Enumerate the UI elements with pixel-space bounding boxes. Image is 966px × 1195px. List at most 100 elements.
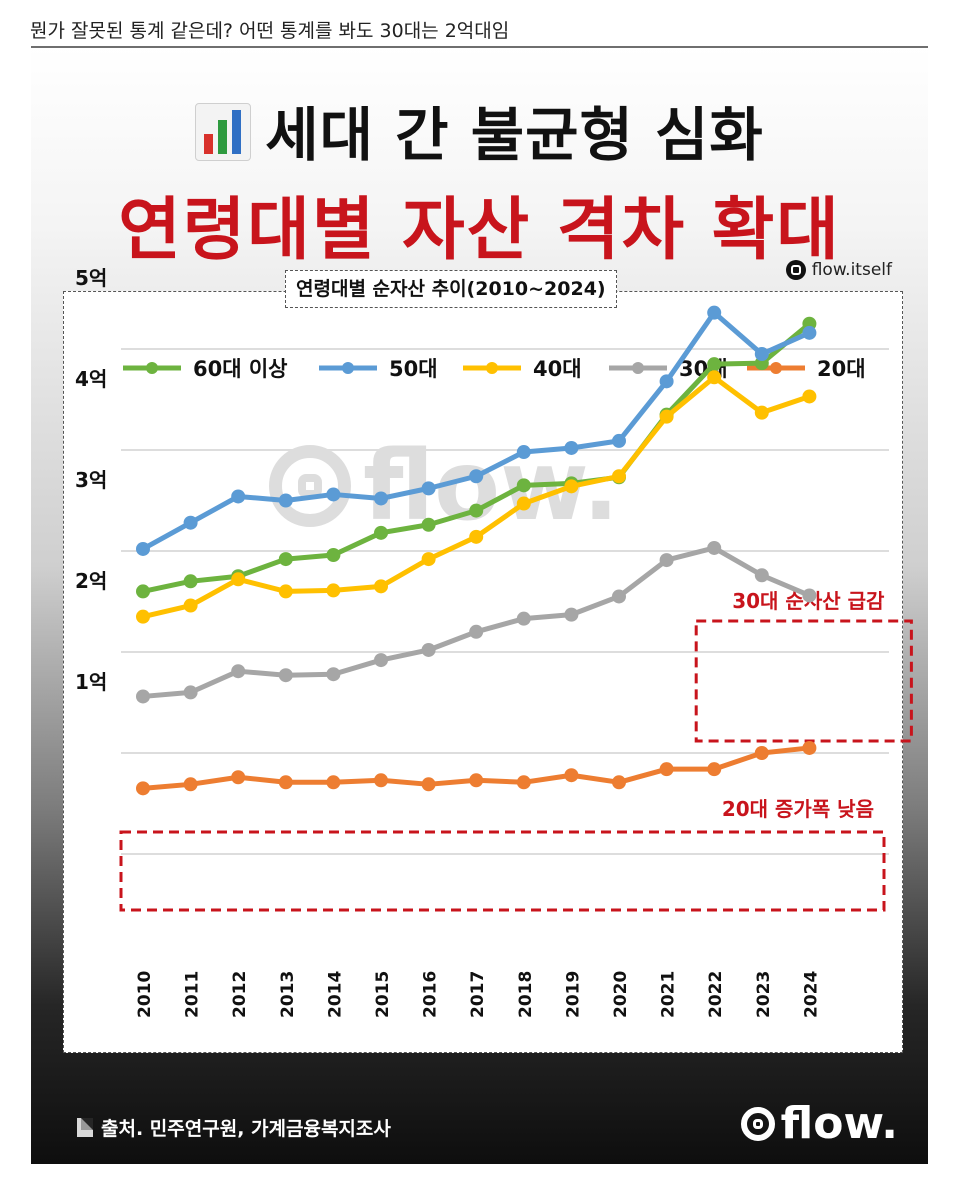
data-point [754, 746, 769, 760]
data-point [231, 664, 246, 679]
data-point [183, 515, 198, 530]
data-point [374, 491, 388, 506]
data-point [802, 389, 817, 404]
data-point [183, 685, 198, 700]
x-tick-label: 2021 [659, 971, 679, 1018]
data-point [754, 405, 769, 420]
legend-swatch-marker [486, 362, 498, 374]
data-point [231, 489, 246, 504]
x-tick-label: 2024 [801, 971, 821, 1018]
y-tick-label: 1억 [75, 670, 107, 694]
y-tick-label: 3억 [75, 468, 107, 492]
data-point [183, 598, 198, 613]
data-point [516, 775, 531, 790]
data-point [278, 668, 293, 683]
data-point [754, 568, 769, 583]
data-point [374, 773, 388, 788]
data-point [612, 433, 626, 448]
data-point [469, 469, 484, 484]
data-point [326, 667, 341, 682]
annotation-label-20s: 20대 증가폭 낮음 [722, 797, 874, 821]
y-tick-label: 4억 [75, 367, 107, 391]
brand-logo: flow. [740, 1098, 898, 1149]
data-point [516, 611, 531, 626]
data-point [326, 583, 341, 598]
data-point [469, 529, 484, 544]
data-point [183, 574, 198, 589]
x-tick-label: 2011 [183, 971, 203, 1018]
data-point [707, 370, 722, 385]
x-tick-label: 2018 [516, 971, 536, 1018]
data-point [612, 775, 626, 790]
data-point [707, 305, 722, 320]
data-point [136, 781, 150, 796]
top-divider [31, 46, 928, 48]
legend-swatch-marker [342, 362, 354, 374]
data-point [802, 740, 817, 755]
data-point [659, 553, 674, 568]
data-point [802, 325, 817, 340]
data-point [612, 469, 626, 484]
legend-swatch-marker [146, 362, 158, 374]
data-point [278, 493, 293, 508]
data-point [326, 548, 341, 563]
data-point [469, 624, 484, 639]
subheadline: 연령대별 자산 격차 확대 [118, 191, 841, 270]
data-point [136, 689, 150, 704]
data-point [659, 374, 674, 389]
instagram-icon [785, 260, 806, 280]
data-point [421, 481, 436, 496]
data-point [421, 552, 436, 567]
data-point [754, 347, 769, 362]
data-point [707, 357, 722, 372]
data-point [326, 775, 341, 790]
data-point [136, 584, 150, 599]
line-chart: 1억 2억 3억 4억 5억 2010 2011 2012 2013 2014 2015 2016 20… [75, 266, 913, 1018]
data-point [564, 479, 579, 494]
headline: 세대 간 불균형 심화 [31, 88, 928, 172]
chart-title: 연령대별 순자산 추이(2010~2024) [285, 270, 617, 308]
account-handle: flow.itself [785, 260, 892, 280]
annotation-box-30s [694, 619, 913, 743]
data-point [516, 478, 531, 493]
legend-label: 20대 [817, 357, 866, 381]
data-point [231, 770, 246, 785]
data-point [659, 409, 674, 424]
data-point [326, 487, 341, 502]
x-tick-label: 2023 [754, 971, 774, 1018]
data-point [374, 579, 388, 594]
legend-label: 40대 [533, 357, 582, 381]
y-tick-label: 2억 [75, 569, 107, 593]
post-text: 뭔가 잘못된 통계 같은데? 어떤 통계를 봐도 30대는 2억대임 [30, 20, 510, 42]
headline-text: 세대 간 불균형 심화 [265, 101, 764, 169]
handle-text: flow.itself [811, 260, 892, 280]
source-text: 출처. 민주연구원, 가계금융복지조사 [101, 1118, 391, 1140]
x-tick-label: 2017 [468, 971, 488, 1018]
data-point [231, 572, 246, 587]
data-point [421, 777, 436, 792]
legend-label: 50대 [389, 357, 438, 381]
data-point [278, 584, 293, 599]
data-point [707, 540, 722, 555]
data-point [183, 777, 198, 792]
infographic-card: 세대 간 불균형 심화 연령대별 자산 격차 확대 flow.itself fl… [31, 46, 928, 1164]
bar-chart-icon [195, 103, 252, 161]
data-point [612, 589, 626, 604]
legend-swatch-marker [770, 362, 782, 374]
y-tick-label: 5억 [75, 266, 107, 290]
x-tick-label: 2015 [373, 971, 393, 1018]
data-point [469, 773, 484, 788]
legend-swatch-marker [632, 362, 644, 374]
document-icon [77, 1118, 93, 1137]
x-tick-label: 2016 [421, 971, 441, 1018]
data-point [659, 762, 674, 777]
data-point [564, 768, 579, 783]
data-point [516, 496, 531, 511]
data-point [564, 607, 579, 622]
x-tick-label: 2014 [325, 971, 345, 1018]
data-point [707, 762, 722, 777]
annotation-box-20s [119, 830, 886, 912]
x-tick-label: 2022 [706, 971, 726, 1018]
brand-instagram-icon [740, 1106, 775, 1141]
data-point [136, 609, 150, 624]
